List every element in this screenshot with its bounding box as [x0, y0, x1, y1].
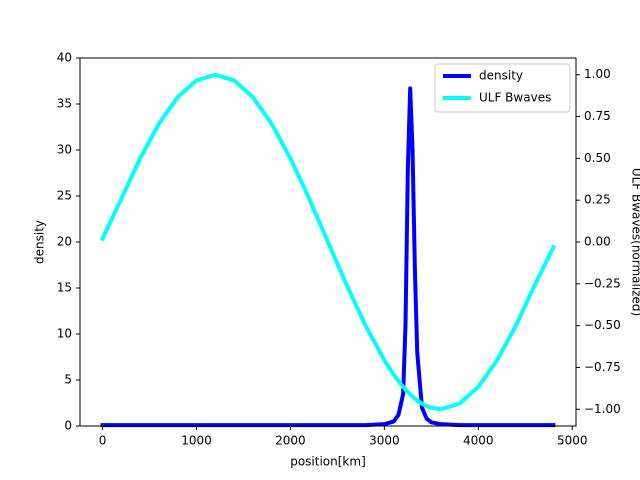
legend-label: density: [479, 69, 523, 83]
x-tick-label: 3000: [369, 434, 400, 448]
y2-tick-label: 0.25: [584, 193, 611, 207]
y-tick-label: 25: [57, 189, 72, 203]
y-tick-label: 10: [57, 327, 72, 341]
data-line: [100, 86, 556, 428]
x-tick-label: 0: [99, 434, 107, 448]
y-tick-label: 35: [57, 97, 72, 111]
x-axis-label: position[km]: [290, 455, 366, 469]
y2-tick-label: −0.75: [584, 360, 621, 374]
y2-tick-label: −1.00: [584, 402, 621, 416]
y2-tick-label: 0.75: [584, 109, 611, 123]
y-tick-label: 0: [64, 419, 72, 433]
y2-tick-label: −0.50: [584, 318, 621, 332]
data-line: [99, 72, 557, 412]
y2-axis-label: ULF Bwaves(normalized): [630, 168, 640, 316]
legend-label: ULF Bwaves: [479, 91, 551, 105]
x-tick-label: 2000: [275, 434, 306, 448]
y-tick-label: 15: [57, 281, 72, 295]
x-tick-label: 5000: [557, 434, 588, 448]
x-tick-label: 1000: [181, 434, 212, 448]
y2-tick-label: 1.00: [584, 67, 611, 81]
y-axis-label: density: [33, 220, 47, 264]
x-tick-label: 4000: [463, 434, 494, 448]
y-tick-label: 5: [64, 373, 72, 387]
y-tick-label: 20: [57, 235, 72, 249]
y2-tick-label: 0.00: [584, 235, 611, 249]
plot-frame: [79, 57, 577, 427]
y2-tick-label: 0.50: [584, 151, 611, 165]
y-tick-label: 30: [57, 143, 72, 157]
y-tick-label: 40: [57, 51, 72, 65]
y2-tick-label: −0.25: [584, 276, 621, 290]
